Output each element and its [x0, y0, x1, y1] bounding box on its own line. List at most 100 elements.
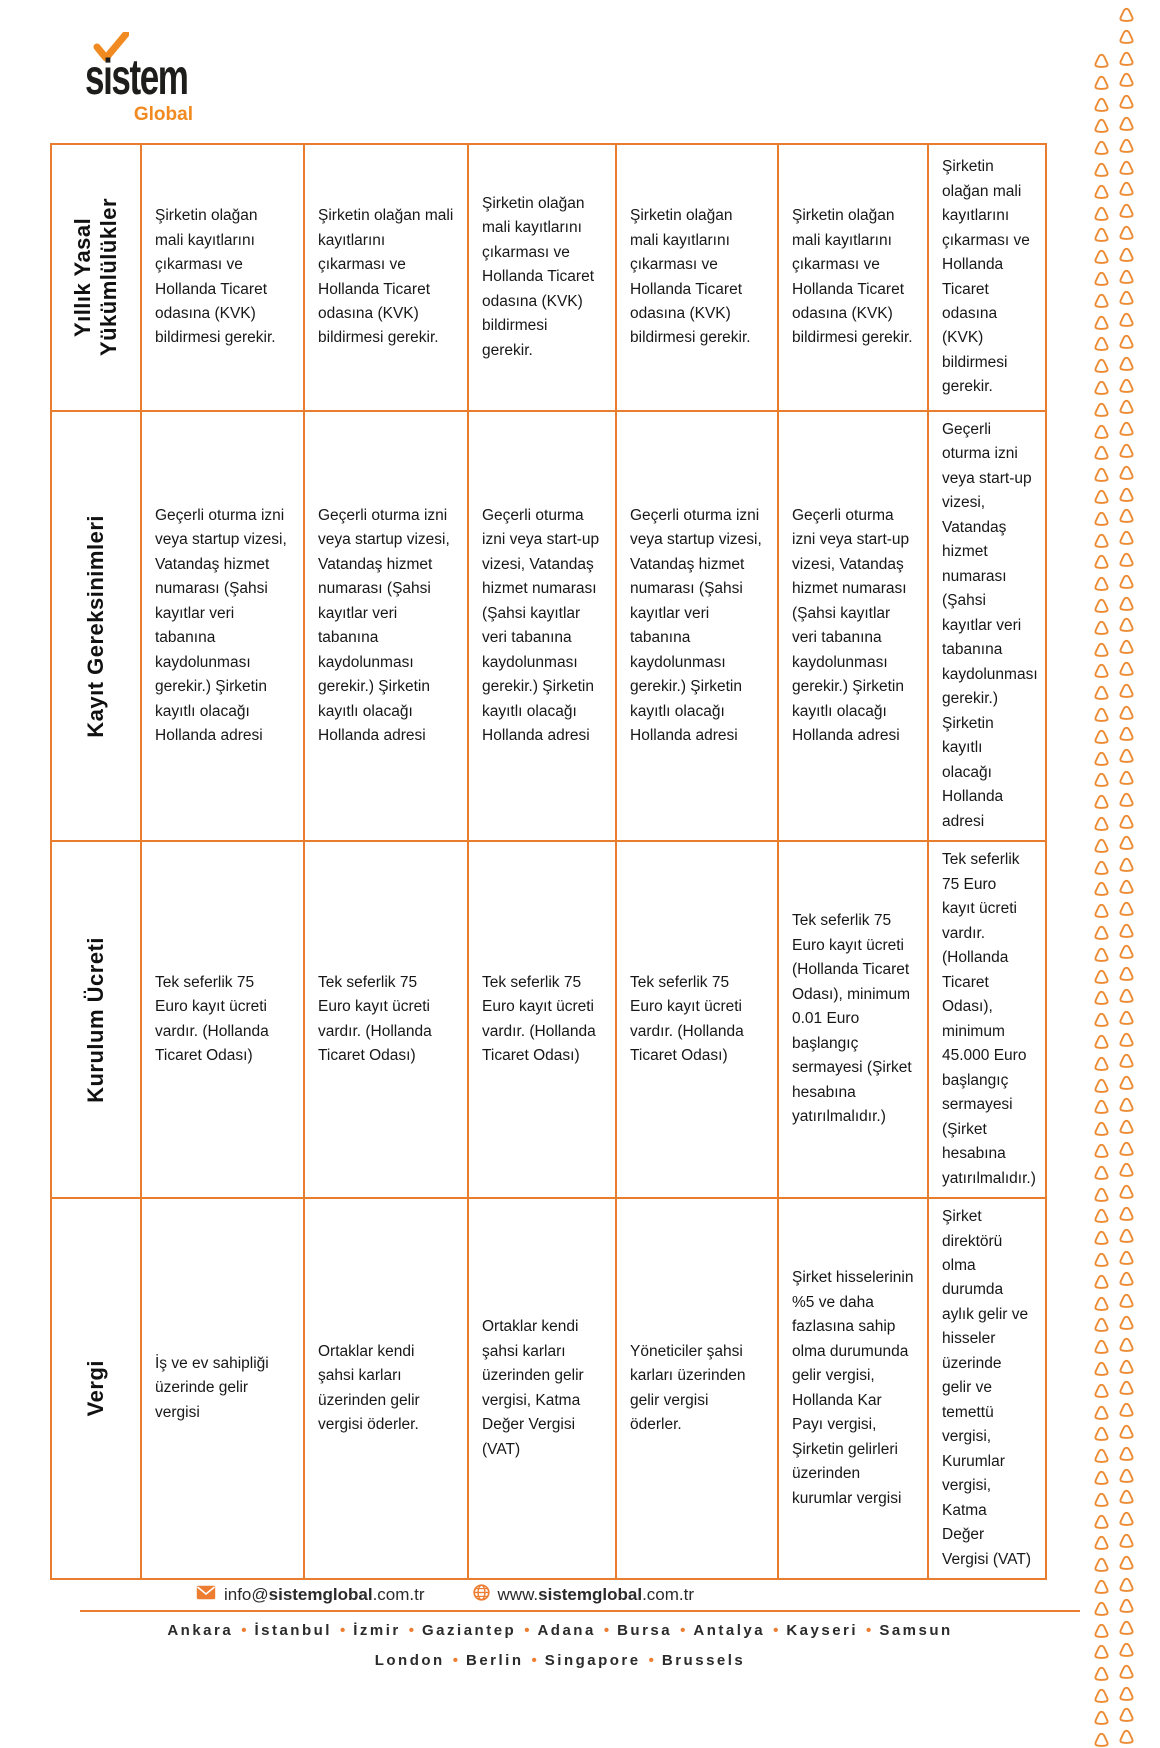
triangle-pick-icon	[1118, 1446, 1135, 1462]
triangle-pick-icon	[1093, 336, 1110, 352]
triangle-pick-icon	[1093, 227, 1110, 243]
triangle-pick-icon	[1118, 726, 1135, 742]
triangle-pick-icon	[1093, 1601, 1110, 1617]
triangle-pick-icon	[1118, 1642, 1135, 1658]
triangle-pick-icon	[1093, 707, 1110, 723]
row-header-label: Kayıt Gereksinimleri	[83, 514, 109, 738]
triangle-pick-icon	[1093, 1230, 1110, 1246]
triangle-pick-icon	[1118, 443, 1135, 459]
company-comparison-table: Yıllık Yasal Yükümlülükler Şirketin olağ…	[50, 143, 1047, 1581]
city-name: Samsun	[879, 1622, 953, 1639]
city-separator-dot: •	[524, 1622, 530, 1639]
triangle-pick-icon	[1093, 1143, 1110, 1159]
checkmark-icon	[93, 30, 130, 62]
table-cell: Şirket hisselerinin %5 ve daha fazlasına…	[777, 1197, 929, 1581]
triangle-pick-icon	[1093, 1405, 1110, 1421]
city-separator-dot: •	[531, 1652, 537, 1669]
table-cell: Tek seferlik 75 Euro kayıt ücreti vardır…	[615, 840, 779, 1200]
triangle-pick-icon	[1093, 576, 1110, 592]
triangle-pick-icon	[1093, 97, 1110, 113]
triangle-pick-icon	[1093, 1623, 1110, 1639]
logo-brand-text: sistem	[85, 49, 189, 105]
triangle-pick-icon	[1093, 1644, 1110, 1660]
triangle-pick-icon	[1093, 380, 1110, 396]
triangle-pick-icon	[1118, 225, 1135, 241]
table-cell: Şirketin olağan mali kayıtlarını çıkarma…	[615, 143, 779, 412]
triangle-pick-icon	[1093, 751, 1110, 767]
triangle-pick-icon	[1093, 1579, 1110, 1595]
triangle-pick-icon	[1118, 1337, 1135, 1353]
triangle-pick-icon	[1093, 75, 1110, 91]
triangle-pick-icon	[1093, 1426, 1110, 1442]
triangle-pick-icon	[1118, 639, 1135, 655]
triangle-pick-icon	[1093, 1034, 1110, 1050]
city-separator-dot: •	[408, 1622, 415, 1639]
city-name: Antalya	[693, 1622, 766, 1639]
triangle-pick-icon	[1093, 1732, 1110, 1748]
triangle-pick-icon	[1093, 118, 1110, 134]
triangle-pick-icon	[1093, 1056, 1110, 1072]
triangle-pick-icon	[1093, 881, 1110, 897]
triangle-pick-icon	[1118, 1010, 1135, 1026]
triangle-pick-icon	[1093, 140, 1110, 156]
triangle-pick-icon	[1118, 508, 1135, 524]
table-row: Kurulum Ücreti Tek seferlik 75 Euro kayı…	[50, 840, 1047, 1200]
triangle-pick-icon	[1118, 552, 1135, 568]
triangle-pick-icon	[1093, 358, 1110, 374]
table-cell: Yöneticiler şahsi karları üzerinden geli…	[615, 1197, 779, 1581]
triangle-pick-icon	[1118, 923, 1135, 939]
triangle-pick-icon	[1118, 1424, 1135, 1440]
triangle-pick-icon	[1118, 1271, 1135, 1287]
website-link[interactable]: www.sistemglobal.com.tr	[472, 1584, 694, 1606]
triangle-pick-icon	[1093, 860, 1110, 876]
row-header-label: Vergi	[83, 1360, 109, 1417]
triangle-pick-icon	[1093, 1078, 1110, 1094]
row-header-label: Yıllık Yasal Yükümlülükler	[70, 198, 121, 357]
email-link[interactable]: info@sistemglobal.com.tr	[196, 1585, 425, 1605]
triangle-pick-icon	[1118, 1032, 1135, 1048]
triangle-pick-icon	[1118, 835, 1135, 851]
table-cell: Ortaklar kendi şahsi karları üzerinden g…	[467, 1197, 617, 1581]
cities-list-turkey: Ankara • İstanbul • İzmir • Gaziantep • Adana • Bu…	[40, 1622, 1080, 1639]
triangle-pick-icon	[1093, 772, 1110, 788]
triangle-pick-icon	[1118, 988, 1135, 1004]
triangle-pick-icon	[1093, 315, 1110, 331]
triangle-pick-icon	[1118, 356, 1135, 372]
triangle-pick-icon	[1118, 465, 1135, 481]
triangle-pick-icon	[1093, 271, 1110, 287]
triangle-pick-icon	[1093, 903, 1110, 919]
triangle-pick-icon	[1093, 1339, 1110, 1355]
city-name: Kayseri	[786, 1622, 859, 1639]
triangle-pick-icon	[1118, 901, 1135, 917]
table-cell: Tek seferlik 75 Euro kayıt ücreti vardır…	[927, 840, 1047, 1200]
triangle-pick-icon	[1118, 399, 1135, 415]
city-separator-dot: •	[339, 1622, 346, 1639]
triangle-pick-icon	[1093, 424, 1110, 440]
triangle-pick-icon	[1118, 1664, 1135, 1680]
triangle-pick-icon	[1118, 29, 1135, 45]
city-name: Brussels	[661, 1652, 746, 1669]
row-header-kurulum-ucreti: Kurulum Ücreti	[50, 840, 142, 1200]
triangle-pick-icon	[1093, 1514, 1110, 1530]
triangle-pick-icon	[1093, 445, 1110, 461]
city-name: Gaziantep	[422, 1622, 517, 1639]
triangle-pick-icon	[1118, 530, 1135, 546]
triangle-pick-icon	[1118, 748, 1135, 764]
triangle-pick-icon	[1118, 574, 1135, 590]
row-header-kayit-gereksinimleri: Kayıt Gereksinimleri	[50, 409, 142, 843]
triangle-pick-icon	[1118, 814, 1135, 830]
triangle-pick-icon	[1118, 1489, 1135, 1505]
table-cell: Geçerli oturma izni veya start-up vizesi…	[927, 409, 1047, 843]
triangle-pick-icon	[1093, 162, 1110, 178]
city-name: Singapore	[544, 1652, 641, 1669]
footer-contact: info@sistemglobal.com.tr www.sistemgloba…	[45, 1584, 845, 1606]
triangle-pick-icon	[1118, 334, 1135, 350]
triangle-pick-icon	[1093, 1208, 1110, 1224]
city-separator-dot: •	[241, 1622, 247, 1639]
triangle-pick-icon	[1118, 94, 1135, 110]
triangle-pick-icon	[1093, 1012, 1110, 1028]
city-separator-dot: •	[680, 1622, 686, 1639]
row-header-label: Kurulum Ücreti	[83, 936, 109, 1103]
triangle-pick-icon	[1118, 1380, 1135, 1396]
triangle-pick-icon	[1118, 944, 1135, 960]
